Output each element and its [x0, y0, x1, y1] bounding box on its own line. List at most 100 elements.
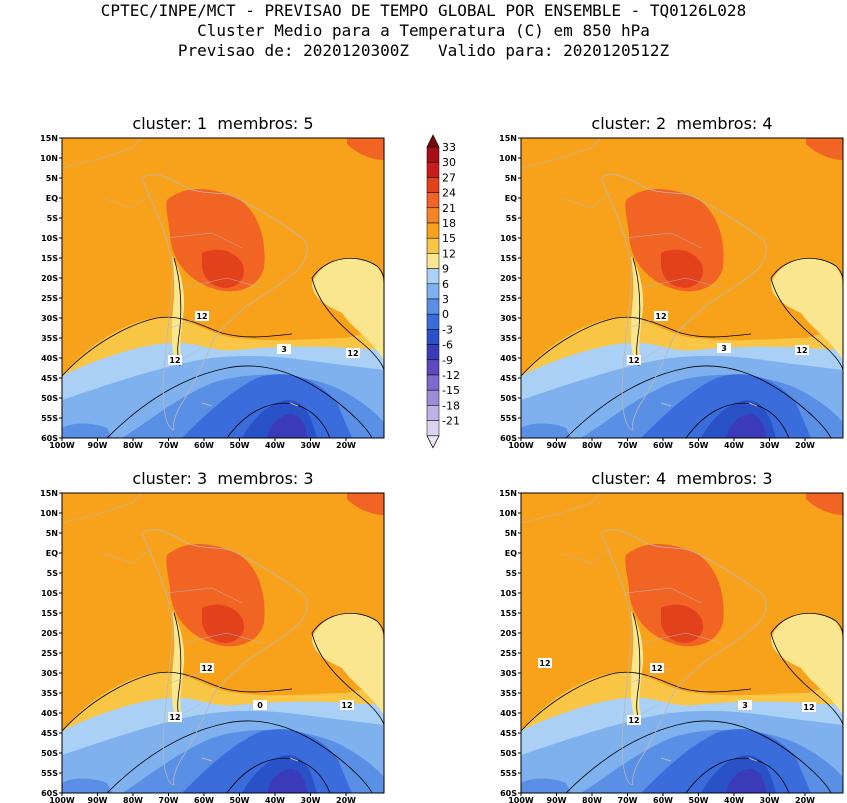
lat-tick-label: 15S: [500, 609, 517, 618]
lat-tick-label: 30S: [500, 669, 517, 678]
colorbar-label: -6: [442, 339, 453, 352]
contour-label: 12: [347, 349, 358, 358]
colorbar-swatch: [426, 161, 440, 178]
lon-tick-label: 90W: [547, 796, 567, 803]
lat-tick-label: 10S: [500, 589, 517, 598]
lat-tick-label: EQ: [505, 549, 517, 558]
colorbar-label: -21: [442, 415, 460, 428]
colorbar-swatch: [426, 374, 440, 391]
lat-tick-label: 5S: [47, 569, 59, 578]
contour-label: 3: [281, 345, 287, 354]
lat-tick-label: 40S: [500, 709, 517, 718]
lat-tick-label: 60S: [500, 434, 517, 443]
panel-1-title: cluster: 1 membros: 5: [132, 114, 314, 133]
lat-tick-label: 25S: [41, 294, 58, 303]
colorbar-swatch: [426, 420, 440, 437]
lon-tick-label: 100W: [49, 441, 75, 450]
lat-tick-label: 40S: [41, 709, 58, 718]
lon-tick-label: 20W: [336, 796, 356, 803]
colorbar-swatch: [426, 268, 440, 285]
lon-tick-label: 80W: [123, 796, 143, 803]
lat-tick-label: 45S: [500, 374, 517, 383]
colorbar-swatch: [426, 359, 440, 376]
contour-label-box: [650, 663, 664, 673]
lat-tick-label: 50S: [500, 394, 517, 403]
colorbar-swatch: [426, 344, 440, 361]
contour-label: 12: [796, 346, 807, 355]
colorbar-swatch: [426, 177, 440, 193]
colorbar-label: -18: [442, 399, 460, 412]
lat-tick-label: 15N: [499, 134, 517, 143]
lat-tick-label: 60S: [500, 789, 517, 798]
lon-tick-label: 70W: [618, 441, 638, 450]
map-frame: [520, 492, 844, 794]
lat-tick-label: 15S: [41, 609, 58, 618]
lat-tick-label: 50S: [500, 749, 517, 758]
lon-tick-label: 70W: [159, 441, 179, 450]
lat-tick-label: 30S: [41, 314, 58, 323]
colorbar-swatch: [426, 192, 440, 209]
lat-tick-label: 45S: [41, 729, 58, 738]
lat-tick-label: EQ: [46, 194, 58, 203]
lat-tick-label: 30S: [500, 314, 517, 323]
lat-tick-label: 60S: [41, 434, 58, 443]
lat-tick-label: 20S: [500, 274, 517, 283]
contour-label: 12: [628, 716, 639, 725]
lat-tick-label: 15S: [500, 254, 517, 263]
contour-label-box: [200, 663, 214, 673]
lat-tick-label: 5S: [47, 214, 59, 223]
colorbar-bottom-arrow: [426, 435, 440, 449]
colorbar-swatch: [426, 405, 440, 421]
contour-label-box: [795, 345, 809, 355]
header-line-3: Previsao de: 2020120300Z Valido para: 20…: [177, 41, 670, 60]
map-frame: [61, 137, 385, 439]
lat-tick-label: 40S: [41, 354, 58, 363]
panel-3-title: cluster: 3 membros: 3: [132, 469, 314, 488]
lat-tick-label: 50S: [41, 749, 58, 758]
lon-tick-label: 90W: [547, 441, 567, 450]
lat-tick-label: EQ: [505, 194, 517, 203]
lon-tick-label: 30W: [760, 796, 780, 803]
lat-tick-label: 35S: [41, 334, 58, 343]
lat-tick-label: 25S: [500, 649, 517, 658]
contour-label-box: [195, 311, 209, 321]
lat-tick-label: 35S: [41, 689, 58, 698]
map-panel-1: 15N 10N 5N EQ 5S 10S 15S 20S 25S 30S 35S 40S 45S 50S 5…: [40, 134, 385, 450]
lat-tick-label: 5S: [506, 214, 518, 223]
lon-tick-label: 100W: [508, 441, 534, 450]
lat-tick-label: 20S: [500, 629, 517, 638]
temperature-field: [521, 493, 843, 793]
colorbar-label: -3: [442, 323, 453, 336]
colorbar-swatch: [426, 298, 440, 315]
lat-tick-label: 40S: [500, 354, 517, 363]
contour-label: 12: [628, 356, 639, 365]
lat-tick-label: 5N: [46, 174, 58, 183]
lat-tick-label: 10N: [499, 509, 517, 518]
lat-tick-label: 10N: [499, 154, 517, 163]
lon-tick-label: 40W: [724, 796, 744, 803]
contour-label: 12: [169, 356, 180, 365]
colorbar-label: 18: [442, 217, 456, 230]
lat-tick-label: 20S: [41, 274, 58, 283]
colorbar-label: -15: [442, 384, 460, 397]
colorbar-label: 15: [442, 232, 456, 245]
colorbar-label: 12: [442, 247, 456, 260]
temperature-field: [62, 138, 384, 438]
lat-tick-label: 5N: [46, 529, 58, 538]
contour-label: 12: [655, 312, 666, 321]
lat-tick-label: 5S: [506, 569, 518, 578]
lat-tick-label: 15N: [499, 489, 517, 498]
lon-tick-label: 50W: [230, 796, 250, 803]
lon-tick-label: 40W: [724, 441, 744, 450]
map-panel-4: 15N 10N 5N EQ 5S 10S 15S 20S 25S 30S 35S 40S 45S 50S 5…: [499, 489, 844, 803]
lat-tick-label: 15N: [40, 489, 58, 498]
lat-tick-label: 10S: [41, 589, 58, 598]
colorbar-label: 24: [442, 187, 456, 200]
lat-tick-label: EQ: [46, 549, 58, 558]
lon-tick-label: 40W: [265, 796, 285, 803]
lon-tick-label: 70W: [618, 796, 638, 803]
lat-tick-label: 55S: [41, 769, 58, 778]
map-panel-3: 15N 10N 5N EQ 5S 10S 15S 20S 25S 30S 35S 40S 45S 50S 5…: [40, 489, 385, 803]
lon-tick-label: 70W: [159, 796, 179, 803]
